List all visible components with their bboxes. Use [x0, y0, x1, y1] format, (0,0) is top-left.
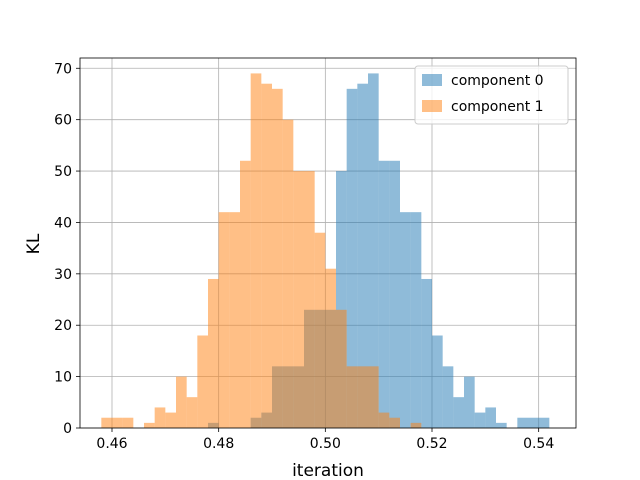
- histogram-bar-series-1: [165, 412, 176, 428]
- x-tick-label: 0.52: [416, 436, 447, 452]
- x-tick-label: 0.54: [523, 436, 554, 452]
- histogram-bar-series-1: [293, 171, 304, 429]
- legend-swatch: [422, 74, 442, 86]
- histogram-bar-series-1: [250, 73, 262, 429]
- x-tick-label: 0.50: [310, 436, 341, 452]
- histogram-bar-series-1: [378, 412, 390, 428]
- histogram-bar-series-1: [336, 309, 347, 428]
- histogram-bar-series-1: [346, 366, 358, 428]
- y-tick-label: 60: [54, 113, 72, 129]
- histogram-bar-series-1: [357, 366, 368, 428]
- x-axis-label: iteration: [292, 461, 364, 480]
- legend-label: component 1: [451, 99, 544, 115]
- histogram-bar-series-0: [474, 412, 486, 428]
- histogram-bar-series-1: [410, 422, 422, 428]
- histogram-bar-series-1: [122, 417, 134, 428]
- y-axis-ticks: 0 10 20 30 40 50 60 70: [54, 61, 80, 437]
- y-tick-label: 70: [54, 61, 72, 77]
- x-axis-ticks: 0.46 0.48 0.50 0.52 0.54: [96, 428, 554, 452]
- histogram-bar-series-0: [357, 83, 368, 428]
- histogram-bar-series-0: [389, 160, 400, 428]
- histogram-bar-series-1: [304, 171, 315, 429]
- histogram-bar-series-1: [197, 335, 208, 428]
- histogram-bar-series-0: [528, 417, 539, 428]
- histogram-bar-series-0: [538, 417, 550, 428]
- histogram-bar-series-1: [272, 88, 283, 428]
- histogram-bar-series-1: [314, 232, 326, 428]
- legend-label: component 0: [451, 73, 544, 89]
- histogram-bar-series-0: [453, 397, 464, 428]
- histogram-bar-series-1: [282, 119, 294, 429]
- histogram-bar-series-1: [218, 212, 230, 428]
- histogram-bar-series-1: [176, 376, 187, 428]
- histogram-bar-series-0: [517, 417, 528, 428]
- y-tick-label: 0: [63, 421, 72, 437]
- y-tick-label: 20: [54, 318, 72, 334]
- y-tick-label: 10: [54, 370, 72, 386]
- histogram-bar-series-1: [208, 278, 219, 428]
- histogram-bar-series-1: [368, 366, 379, 428]
- plot-frame: [79, 57, 577, 429]
- histogram-bar-series-0: [336, 171, 347, 429]
- histogram-bar-series-0: [485, 407, 496, 428]
- histogram-bar-series-1: [112, 417, 123, 428]
- histogram-bar-series-0: [432, 335, 443, 428]
- legend-frame: [414, 65, 569, 125]
- histogram-bar-series-0: [442, 366, 454, 428]
- legend: component 0 component 1: [414, 65, 569, 125]
- histogram-bar-series-1: [154, 407, 166, 428]
- y-axis-label: KL: [24, 233, 44, 254]
- histogram-bar-series-0: [400, 212, 411, 428]
- histogram-bar-series-1: [261, 83, 272, 428]
- histogram-bar-series-1: [389, 417, 400, 428]
- histogram-bar-series-0: [421, 278, 432, 428]
- histogram-bar-series-1: [229, 212, 240, 428]
- histogram-bar-series-1: [101, 417, 112, 428]
- histogram-bar-series-1: [186, 397, 198, 428]
- histogram-bar-series-0: [464, 376, 475, 428]
- histogram-bar-series-0: [346, 88, 358, 428]
- histogram-bar-series-0: [410, 212, 422, 428]
- histogram-bar-series-0: [378, 160, 390, 428]
- histogram-bar-series-0: [368, 73, 379, 429]
- legend-swatch: [422, 100, 442, 112]
- histogram-bars: [101, 73, 550, 429]
- x-tick-label: 0.46: [96, 436, 127, 452]
- x-tick-label: 0.48: [203, 436, 234, 452]
- y-tick-label: 40: [54, 215, 72, 231]
- histogram-bar-series-0: [496, 422, 507, 428]
- histogram-bar-series-1: [240, 160, 251, 428]
- y-tick-label: 30: [54, 267, 72, 283]
- histogram-bar-series-1: [144, 422, 155, 428]
- y-tick-label: 50: [54, 164, 72, 180]
- histogram-bar-series-1: [325, 268, 336, 428]
